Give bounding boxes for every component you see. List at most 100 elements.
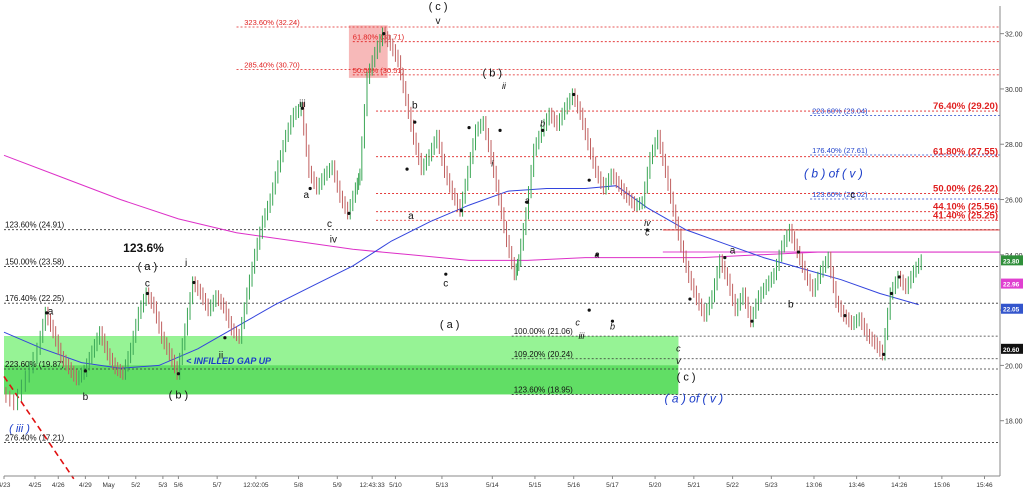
price-tag <box>1001 278 1023 289</box>
ma-slow-line <box>3 154 1000 261</box>
wave-label: 123.6% <box>123 241 164 255</box>
x-tick-label: 15:06 <box>934 482 951 489</box>
wave-label: iii <box>578 331 585 341</box>
fib-right-label-0: 76.40% (29.20) <box>933 101 998 112</box>
x-tick-label: 15:46 <box>976 482 993 489</box>
trendline-iii <box>3 376 75 480</box>
wave-label: b <box>788 299 794 310</box>
axes-layer: 32.0030.0028.0026.0024.0022.0020.0018.00… <box>0 6 1023 489</box>
moving-averages-layer <box>3 154 1000 369</box>
wave-label: iv <box>330 234 337 245</box>
fib-blue-label-2: 123.60% (26.02) <box>812 190 868 199</box>
pivot-dot <box>587 308 591 312</box>
x-tick-label: 5/2 <box>131 482 140 489</box>
fib-mid-label-1: 109.20% (20.24) <box>514 350 573 359</box>
y-tick-label: 26.00 <box>1005 198 1023 205</box>
fib-top-label-3: 50.00% (30.51) <box>353 66 405 75</box>
wave-label: ii <box>219 351 223 362</box>
x-tick-label: 4/23 <box>0 482 11 489</box>
wave-label: c <box>145 279 150 290</box>
wave-label: i <box>491 158 494 168</box>
price-tag-label: 22.96 <box>1003 282 1020 289</box>
pivot-dot <box>525 200 529 204</box>
fib-right-label-1: 61.80% (27.55) <box>933 147 998 158</box>
pivot-dot <box>145 291 149 296</box>
wave-label: ( b ) of ( v ) <box>804 166 863 180</box>
pivot-dot <box>444 272 448 276</box>
wave-label: b <box>83 392 89 403</box>
pivot-dot <box>587 178 591 182</box>
pivot-dot <box>83 369 87 373</box>
pivot-dot <box>223 336 227 340</box>
wave-label: ( iii ) <box>9 423 30 435</box>
pivot-dot <box>750 319 754 323</box>
wave-label: c <box>327 219 332 230</box>
pivot-dot <box>610 319 615 323</box>
pivot-dot <box>347 211 351 215</box>
wave-label: v <box>676 356 681 366</box>
fib-top-label-2: 61.80% (31.71) <box>353 33 405 42</box>
fib-left-label-0: 123.60% (24.91) <box>5 221 64 230</box>
x-tick-label: 13:46 <box>848 482 865 489</box>
x-tick-label: 4/29 <box>79 482 92 489</box>
x-tick-label: 5/8 <box>294 482 303 489</box>
pivot-dot <box>541 128 545 133</box>
x-tick-label: 12:02:05 <box>243 482 269 489</box>
price-tag-label: 20.60 <box>1003 347 1020 354</box>
price-tag <box>1001 255 1023 266</box>
x-tick-label: 5/22 <box>726 482 739 489</box>
fib-right-label-2: 50.00% (26.22) <box>933 183 998 194</box>
x-tick-label: 4/25 <box>29 482 42 489</box>
gap-zone-label: < INFILLED GAP UP <box>186 356 272 366</box>
wave-label: a <box>304 190 310 201</box>
fib-top-label-0: 323.60% (32.24) <box>244 18 300 27</box>
price-tag <box>1001 303 1023 314</box>
fib-right-label-4: 41.40% (25.25) <box>933 210 998 221</box>
y-tick-label: 18.00 <box>1005 419 1023 426</box>
pivot-dot <box>382 32 386 36</box>
pivot-dot <box>595 253 599 257</box>
x-tick-label: 5/16 <box>567 482 580 489</box>
pivot-dot <box>192 280 196 285</box>
pivot-dot <box>176 372 180 376</box>
wave-label: c <box>645 227 650 237</box>
wave-label: ( c ) <box>429 1 448 13</box>
y-tick-label: 20.00 <box>1005 363 1023 370</box>
gap-zone-upper <box>4 336 679 366</box>
x-tick-label: 13:06 <box>806 482 823 489</box>
wave-label: a <box>730 245 736 256</box>
x-tick-label: 12:43:33 <box>360 482 386 489</box>
pivot-dot <box>882 352 886 356</box>
wave-label: c <box>443 279 448 290</box>
wave-label: ( a ) <box>138 261 158 273</box>
wave-label: b <box>610 321 615 331</box>
fib-left-label-4: 276.40% (17.21) <box>5 434 64 443</box>
x-tick-label: 5/15 <box>529 482 542 489</box>
price-layer <box>5 27 922 411</box>
x-tick-label: 5/23 <box>765 482 778 489</box>
price-tag-label: 23.80 <box>1003 258 1020 265</box>
pivot-dot <box>796 250 801 254</box>
wave-label: a <box>594 250 599 260</box>
fib-left-label-1: 150.00% (23.58) <box>5 257 64 266</box>
pivot-dot <box>897 275 901 279</box>
wave-label: b <box>412 100 418 111</box>
wave-label: ( b ) <box>483 68 503 80</box>
wave-label: c <box>676 344 681 354</box>
wave-label: ( a ) of ( v ) <box>665 392 724 406</box>
top-reversal-box <box>348 25 388 78</box>
pivot-dot <box>843 314 847 318</box>
wave-label: b <box>540 118 545 128</box>
wave-label: i <box>185 258 187 269</box>
pivot-dot <box>413 120 417 124</box>
pivot-dot <box>723 255 727 260</box>
wave-label: v <box>436 16 441 27</box>
fib-left-label-2: 176.40% (22.25) <box>5 294 64 303</box>
wave-label: a <box>48 306 54 317</box>
fib-top-label-1: 285.40% (30.70) <box>244 61 300 70</box>
wave-label: iv <box>644 218 651 228</box>
y-tick-label: 30.00 <box>1005 87 1023 94</box>
zones-layer: < INFILLED GAP UP <box>3 25 679 480</box>
pivot-dot <box>45 311 49 315</box>
